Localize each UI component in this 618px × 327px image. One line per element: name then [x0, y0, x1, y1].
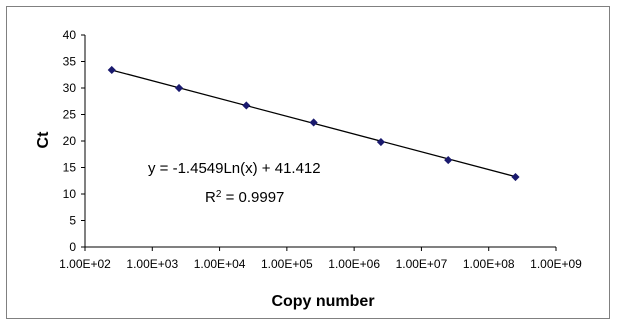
r-squared-exponent: 2: [216, 189, 222, 200]
x-tick-label: 1.00E+02: [59, 257, 111, 271]
y-tick-label: 5: [69, 214, 76, 228]
data-point: [376, 137, 385, 147]
y-tick-label: 25: [63, 108, 77, 122]
data-point: [511, 172, 520, 182]
y-tick-label: 35: [63, 55, 77, 69]
x-tick-label: 1.00E+03: [126, 257, 178, 271]
r-squared-prefix: R: [205, 189, 216, 206]
x-axis-title: Copy number: [271, 293, 374, 310]
y-tick-label: 0: [69, 240, 76, 254]
y-tick-label: 40: [63, 28, 77, 42]
x-tick-label: 1.00E+08: [463, 257, 515, 271]
r-squared-value: = 0.9997: [221, 189, 284, 206]
x-tick-label: 1.00E+05: [261, 257, 313, 271]
y-tick-labels: 0 5 10 15 20 25 30 35 40: [63, 28, 77, 254]
x-tick-label: 1.00E+06: [328, 257, 380, 271]
x-tick-label: 1.00E+09: [530, 257, 582, 271]
data-point: [242, 101, 251, 110]
chart-frame: [6, 6, 610, 319]
data-point: [444, 156, 453, 165]
x-tick-labels: 1.00E+02 1.00E+03 1.00E+04 1.00E+05 1.00E+06…: [59, 257, 582, 271]
y-axis-title: Ct: [35, 131, 52, 149]
trendline-equation: y = -1.4549Ln(x) + 41.412: [148, 160, 321, 177]
data-point: [174, 83, 184, 93]
data-point: [309, 118, 318, 127]
y-tick-label: 20: [63, 134, 77, 148]
y-tick-label: 15: [63, 161, 77, 175]
data-point: [107, 65, 116, 75]
x-tick-label: 1.00E+07: [396, 257, 448, 271]
y-tick-label: 30: [63, 81, 77, 95]
data-points: [107, 65, 520, 182]
axes: [81, 34, 557, 251]
y-tick-label: 10: [63, 187, 77, 201]
x-tick-label: 1.00E+04: [194, 257, 246, 271]
r-squared-label: R2 = 0.9997: [205, 189, 284, 207]
